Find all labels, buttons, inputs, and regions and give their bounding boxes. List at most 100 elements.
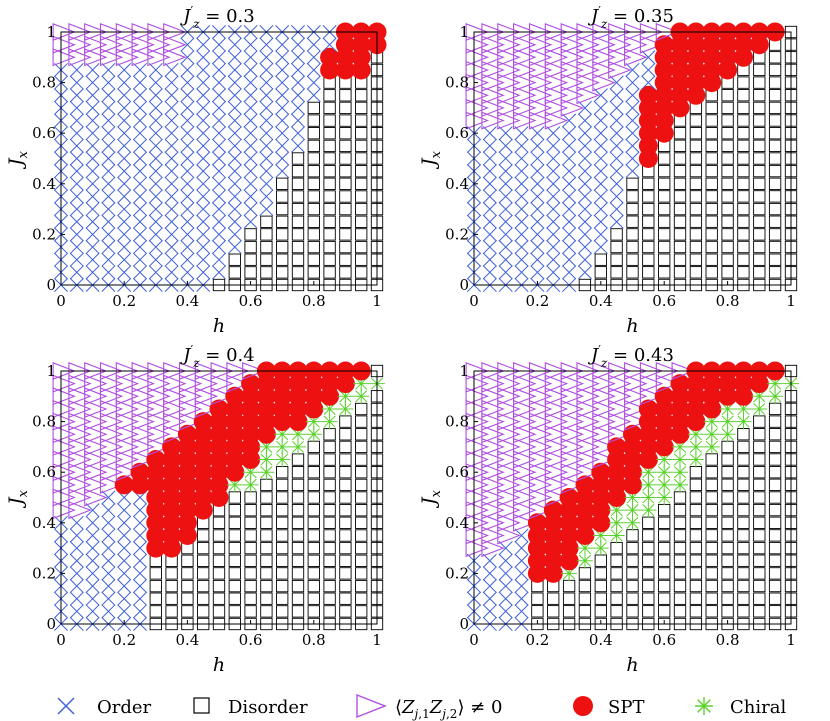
order-marker	[101, 240, 116, 255]
order-marker	[101, 227, 116, 242]
panel-jz-0-35: 0 0.2 0.4 0.6 0.8 100.20.40.60.81 J′z = 0.35 …	[418, 4, 798, 337]
disorder-marker	[276, 579, 289, 593]
order-marker	[164, 62, 179, 77]
z-correlation-marker	[560, 86, 585, 105]
disorder-marker	[323, 466, 336, 479]
order-marker	[609, 113, 624, 128]
z-correlation-marker	[465, 48, 490, 67]
order-marker	[101, 100, 116, 115]
disorder-marker	[149, 567, 162, 580]
z-correlation-marker	[576, 387, 600, 406]
chiral-marker	[624, 514, 641, 531]
order-marker	[164, 151, 179, 166]
order-marker	[69, 202, 84, 217]
order-marker	[514, 579, 529, 594]
disorder-marker	[626, 240, 639, 254]
z-correlation-marker	[68, 450, 92, 469]
order-marker	[482, 240, 497, 255]
disorder-marker	[323, 478, 336, 492]
order-marker	[196, 37, 211, 52]
disorder-marker	[165, 592, 178, 605]
order-marker	[275, 75, 290, 90]
z-correlation-marker	[465, 539, 490, 558]
order-marker	[117, 126, 132, 141]
x-tick-label: 1	[786, 631, 796, 649]
disorder-marker	[355, 101, 368, 115]
order-marker	[133, 541, 147, 556]
order-marker	[85, 227, 100, 242]
disorder-marker	[323, 440, 336, 454]
z-correlation-marker	[481, 475, 505, 494]
order-marker	[117, 528, 132, 543]
x-tick-label: 0.6	[652, 292, 676, 310]
chiral-marker	[688, 451, 704, 468]
z-correlation-marker	[52, 48, 76, 67]
z-correlation-marker	[544, 425, 569, 444]
z-correlation-marker	[513, 501, 537, 520]
order-marker	[164, 227, 179, 242]
order-marker	[69, 604, 84, 619]
order-marker	[482, 176, 497, 191]
disorder-marker	[768, 215, 782, 228]
disorder-marker	[355, 402, 368, 416]
disorder-marker	[737, 89, 750, 102]
order-marker	[243, 151, 258, 166]
disorder-marker	[228, 266, 241, 279]
disorder-marker	[768, 228, 782, 241]
order-marker	[85, 553, 100, 568]
disorder-marker	[339, 114, 352, 127]
order-marker	[85, 100, 100, 115]
disorder-marker	[323, 491, 336, 504]
x-tick-label: 0.6	[239, 631, 263, 649]
disorder-marker	[705, 453, 718, 466]
disorder-marker	[355, 89, 368, 102]
disorder-marker	[291, 529, 305, 542]
z-correlation-marker	[52, 22, 76, 42]
disorder-marker	[197, 554, 210, 567]
disorder-marker	[626, 228, 639, 241]
order-marker	[275, 88, 290, 103]
order-marker	[514, 591, 529, 606]
disorder-marker	[753, 89, 766, 102]
order-marker	[117, 541, 132, 556]
disorder-marker	[562, 579, 576, 593]
z-correlation-marker	[513, 86, 537, 105]
chiral-marker	[703, 426, 720, 443]
order-marker	[69, 528, 84, 543]
disorder-marker	[276, 240, 289, 254]
z-correlation-marker	[115, 374, 140, 393]
order-marker	[85, 591, 100, 606]
order-marker	[593, 126, 608, 141]
disorder-marker	[768, 453, 782, 466]
disorder-marker	[721, 190, 734, 203]
order-marker	[625, 88, 640, 103]
disorder-marker	[244, 516, 257, 529]
order-marker	[227, 189, 242, 204]
z-correlation-marker	[465, 437, 490, 456]
disorder-marker	[768, 466, 782, 479]
disorder-marker	[753, 253, 766, 266]
order-marker	[117, 515, 132, 530]
disorder-marker	[594, 266, 607, 279]
disorder-marker	[689, 491, 703, 504]
disorder-marker	[276, 466, 289, 479]
disorder-marker	[165, 579, 178, 593]
z-correlation-marker	[497, 60, 521, 79]
disorder-marker	[768, 516, 782, 529]
y-tick-label: 0.2	[445, 225, 469, 243]
order-marker	[291, 126, 305, 141]
z-correlation-marker	[465, 362, 490, 380]
disorder-marker	[673, 541, 687, 555]
z-correlation-marker	[576, 412, 600, 431]
order-marker	[69, 591, 84, 606]
order-marker	[196, 214, 211, 229]
z-correlation-marker	[52, 463, 76, 482]
disorder-marker	[244, 240, 257, 254]
order-marker	[117, 566, 132, 581]
disorder-marker	[339, 504, 352, 517]
z-correlation-marker	[560, 35, 585, 54]
disorder-marker	[753, 516, 766, 529]
disorder-marker	[721, 202, 734, 216]
order-marker	[180, 113, 195, 128]
z-correlation-marker	[560, 412, 585, 431]
